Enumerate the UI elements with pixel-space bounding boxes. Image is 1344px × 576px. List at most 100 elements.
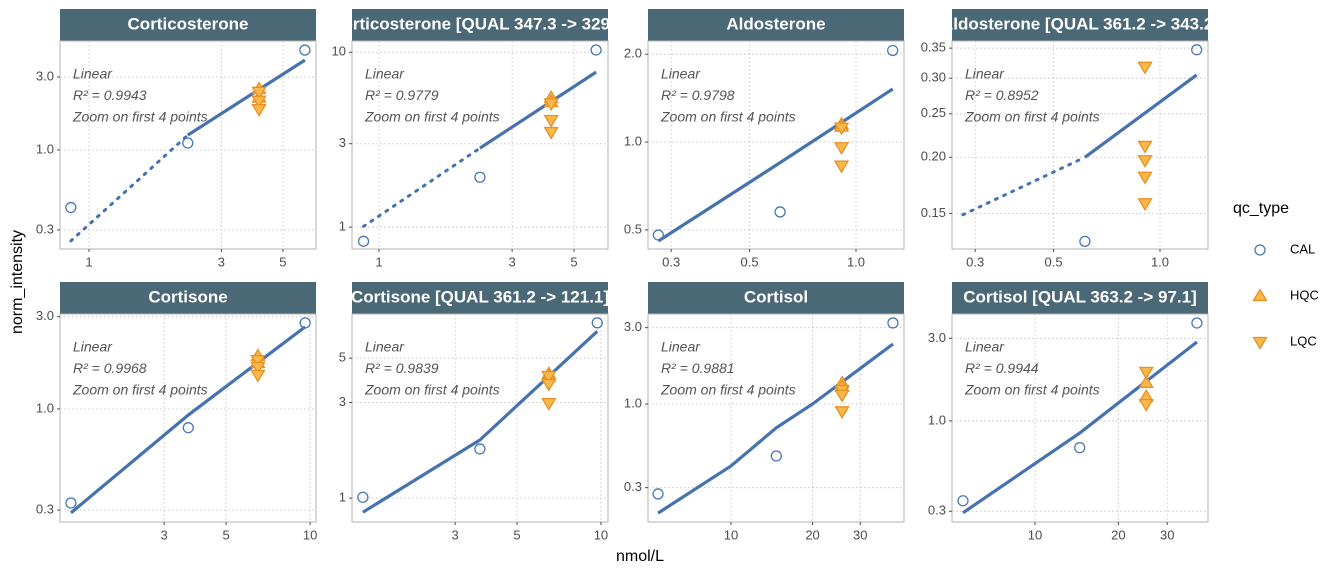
annotation: R² = 0.9968 — [73, 360, 147, 376]
legend-marker — [1252, 288, 1268, 302]
y-tick-label: 3.0 — [36, 308, 54, 323]
legend-marker — [1252, 336, 1268, 350]
y-tick-label: 3 — [339, 135, 346, 150]
plot-area — [351, 40, 609, 250]
x-tick-label: 20 — [1111, 527, 1125, 542]
point — [770, 450, 782, 462]
annotation: R² = 0.9779 — [365, 87, 439, 103]
annotation: Zoom on first 4 points — [72, 382, 208, 398]
point — [250, 354, 266, 368]
panel: Aldosterone [QUAL 361.2 -> 343.2] 0.3 0.5 1… — [921, 9, 1219, 269]
x-axis-title: nmol/L — [616, 548, 664, 565]
panel: Corticosterone 1 3 5 3.0 1.0 0.3 Linear R² = 0.9… — [36, 9, 317, 269]
fit-line — [69, 325, 307, 515]
plot-area — [351, 313, 609, 523]
y-tick-label: 0.35 — [921, 40, 946, 55]
point — [1138, 375, 1154, 388]
x-tick-label: 3 — [452, 527, 459, 542]
point — [474, 443, 486, 455]
fit-line — [479, 70, 597, 150]
annotation: Zoom on first 4 points — [660, 382, 796, 398]
point — [474, 171, 486, 183]
point — [543, 114, 559, 128]
fit-line — [1083, 73, 1198, 159]
y-tick-label: 10 — [332, 44, 346, 59]
y-tick-label: 3.0 — [36, 68, 54, 83]
panel-title: Corticosterone [QUAL 347.3 -> 329.2] — [330, 14, 630, 33]
point — [957, 495, 969, 507]
panel: Cortisone 3 5 10 3.0 1.0 0.3 Linear R² = 0.9968 Z… — [36, 282, 317, 542]
y-tick-label: 0.25 — [921, 105, 946, 120]
x-tick-label: 10 — [724, 527, 738, 542]
annotation: Zoom on first 4 points — [364, 109, 500, 125]
x-tick-label: 3 — [218, 254, 225, 269]
plot-area — [59, 40, 317, 250]
panel-title: Aldosterone [QUAL 361.2 -> 343.2] — [941, 14, 1219, 33]
y-tick-label: 3.0 — [624, 319, 642, 334]
panel-title: Cortisol [QUAL 363.2 -> 97.1] — [963, 287, 1197, 306]
point — [1137, 61, 1153, 75]
point — [833, 142, 850, 156]
y-tick-label: 0.3 — [624, 479, 642, 494]
point — [541, 378, 557, 392]
point — [652, 229, 665, 241]
point — [652, 488, 664, 500]
annotation: Linear — [365, 66, 405, 82]
point — [1137, 140, 1153, 154]
annotation: R² = 0.9943 — [73, 87, 147, 103]
panel: Cortisol 10 20 30 3.0 1.0 0.3 Linear R² = 0.9881… — [624, 282, 905, 542]
point — [1191, 44, 1203, 56]
point — [1191, 317, 1203, 329]
y-tick-label: 0.30 — [921, 70, 946, 85]
legend-label: CAL — [1290, 241, 1315, 256]
plot-area — [951, 313, 1209, 523]
annotation: Zoom on first 4 points — [964, 109, 1100, 125]
point — [591, 317, 603, 329]
point — [65, 201, 77, 214]
fit-line — [69, 133, 190, 243]
point — [250, 361, 266, 375]
y-tick-label: 2.0 — [624, 46, 642, 61]
y-tick-label: 5 — [339, 350, 346, 365]
x-tick-label: 0.5 — [1045, 254, 1063, 269]
annotation: Zoom on first 4 points — [964, 382, 1100, 398]
point — [834, 406, 850, 420]
y-tick-label: 1.0 — [928, 412, 946, 427]
x-tick-label: 30 — [1160, 527, 1174, 542]
strip — [648, 282, 904, 314]
panel: Aldosterone 0.3 0.5 1.0 2.0 1.0 0.5 Linear R² = … — [624, 9, 905, 269]
y-tick-label: 0.3 — [928, 503, 946, 518]
y-tick-label: 0.15 — [921, 205, 946, 220]
strip — [60, 9, 316, 41]
annotation: Zoom on first 4 points — [364, 382, 500, 398]
y-tick-label: 0.20 — [921, 149, 946, 164]
x-tick-label: 3 — [509, 254, 516, 269]
point — [887, 317, 899, 329]
x-tick-label: 1 — [85, 254, 92, 269]
legend-title: qc_type — [1233, 200, 1289, 217]
fit-line — [362, 146, 482, 228]
point — [182, 137, 194, 149]
annotation: Linear — [73, 339, 113, 355]
annotation: R² = 0.9881 — [661, 360, 735, 376]
point — [543, 126, 559, 140]
annotation: Linear — [73, 66, 113, 82]
point — [299, 44, 311, 56]
strip — [648, 9, 904, 41]
point — [833, 122, 850, 136]
y-tick-label: 1.0 — [624, 395, 642, 410]
point — [774, 206, 786, 218]
y-tick-label: 3.0 — [928, 330, 946, 345]
point — [65, 497, 77, 509]
point — [543, 98, 559, 112]
strip — [352, 282, 608, 314]
y-tick-label: 3 — [339, 394, 346, 409]
panel: Cortisone [QUAL 361.2 -> 121.1] 3 5 10 5 3 1 Li… — [339, 282, 609, 542]
point — [357, 491, 369, 503]
y-axis-title: norm_intensity — [9, 230, 26, 334]
y-tick-label: 1 — [339, 219, 346, 234]
annotation: R² = 0.9798 — [661, 87, 735, 103]
annotation: Linear — [661, 66, 701, 82]
x-tick-label: 5 — [279, 254, 286, 269]
point — [1138, 398, 1154, 412]
